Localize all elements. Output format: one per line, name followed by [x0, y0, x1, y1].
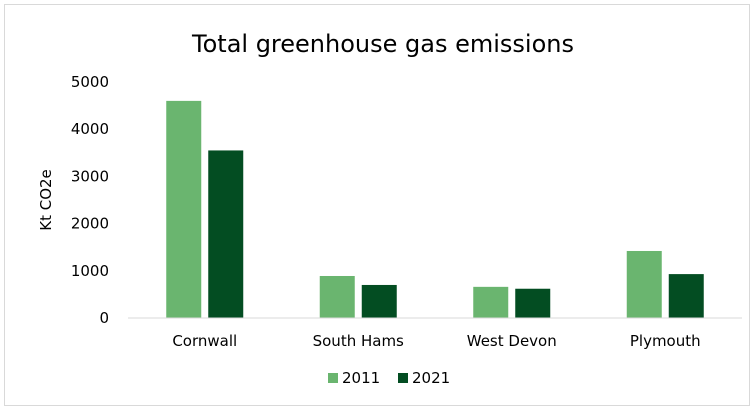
y-tick-label: 1000 [71, 262, 109, 280]
legend-swatch-2021 [398, 373, 408, 383]
y-tick-label: 3000 [71, 167, 109, 185]
bars [166, 100, 704, 318]
x-tick-label: Plymouth [630, 332, 701, 350]
x-tick-label: West Devon [467, 332, 557, 350]
y-axis-label: Kt CO2e [37, 169, 55, 231]
y-axis-ticks: 0 1000 2000 3000 4000 5000 [71, 73, 109, 327]
x-axis-ticks: Cornwall South Hams West Devon Plymouth [172, 332, 700, 350]
bar-2021-cornwall [208, 150, 244, 318]
y-tick-label: 2000 [71, 215, 109, 233]
chart-title: Total greenhouse gas emissions [191, 30, 574, 58]
bar-2021-west-devon [515, 288, 551, 318]
bar-2011-south-hams [319, 275, 355, 318]
x-tick-label: Cornwall [172, 332, 237, 350]
bar-2011-plymouth [626, 250, 662, 318]
bar-2011-west-devon [473, 286, 509, 318]
x-tick-label: South Hams [313, 332, 404, 350]
legend-label-2011: 2011 [342, 369, 380, 387]
bar-2021-plymouth [668, 274, 704, 318]
legend-swatch-2011 [328, 373, 338, 383]
y-tick-label: 4000 [71, 120, 109, 138]
y-tick-label: 0 [99, 309, 109, 327]
legend-label-2021: 2021 [412, 369, 450, 387]
bar-2011-cornwall [166, 100, 202, 318]
chart-frame [4, 4, 750, 406]
bar-2021-south-hams [361, 284, 397, 318]
y-tick-label: 5000 [71, 73, 109, 91]
legend: 2011 2021 [328, 369, 450, 387]
